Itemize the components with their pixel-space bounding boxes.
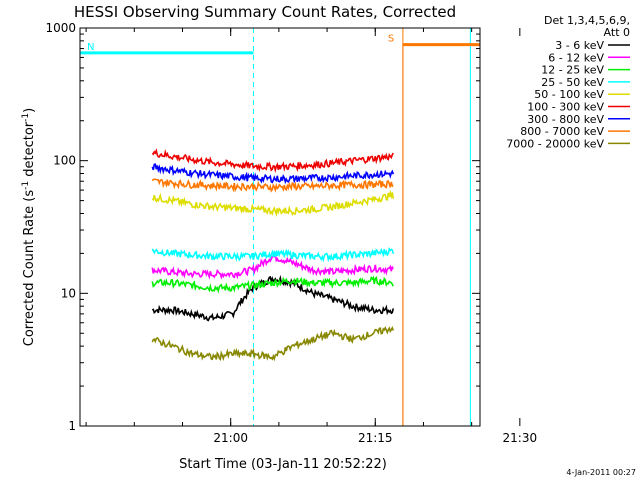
y-tick-label: 1000 (45, 21, 76, 35)
series-line (151, 148, 394, 174)
series-line (151, 178, 394, 193)
plot-frame (79, 27, 481, 427)
series-line (151, 163, 395, 185)
chart-title: HESSI Observing Summary Count Rates, Cor… (74, 3, 456, 21)
series-line (151, 189, 395, 218)
legend-label: 300 - 800 keV (527, 113, 604, 126)
legend-label: 800 - 7000 keV (520, 125, 604, 138)
y-tick-label: 10 (61, 286, 76, 300)
x-tick-label: 21:15 (358, 431, 393, 445)
legend-label: 50 - 100 keV (534, 88, 604, 101)
legend-header: Det 1,3,4,5,6,9, (544, 14, 630, 27)
y-tick-label: 100 (53, 154, 76, 168)
y-tick-label: 1 (68, 419, 76, 433)
legend-label: 100 - 300 keV (527, 101, 604, 114)
y-axis-label-sup: -1 (21, 113, 31, 122)
legend-label: 7000 - 20000 keV (506, 137, 604, 150)
y-axis-label: Corrected Count Rate (s-1 detector-1) (21, 108, 37, 346)
y-axis-label-part: detector (22, 121, 37, 181)
x-tick-label: 21:30 (503, 431, 538, 445)
plot-marks: NS (79, 28, 480, 426)
series-line (151, 275, 394, 294)
x-axis-label: Start Time (03-Jan-11 20:52:22) (179, 457, 387, 472)
timestamp: 4-Jan-2011 00:27 (566, 468, 636, 477)
legend-label: 12 - 25 keV (541, 64, 604, 77)
y-axis-label-part: Corrected Count Rate (s (22, 190, 37, 347)
series-line (151, 246, 395, 263)
legend-label: 3 - 6 keV (555, 39, 604, 52)
axis-ticks: 110100100021:0021:1521:3021:4522:0022:15… (45, 21, 538, 445)
x-tick-label: 21:00 (213, 431, 248, 445)
series-line (151, 274, 395, 322)
legend-header-att: Att 0 (604, 26, 630, 39)
flag-label: N (87, 42, 94, 53)
series-line (151, 325, 395, 362)
legend-label: 6 - 12 keV (548, 51, 604, 64)
y-axis-label-part: ) (22, 108, 37, 113)
legend-label: 25 - 50 keV (541, 76, 604, 89)
flag-label: S (388, 34, 394, 45)
y-axis-label-sup: -1 (21, 181, 31, 190)
